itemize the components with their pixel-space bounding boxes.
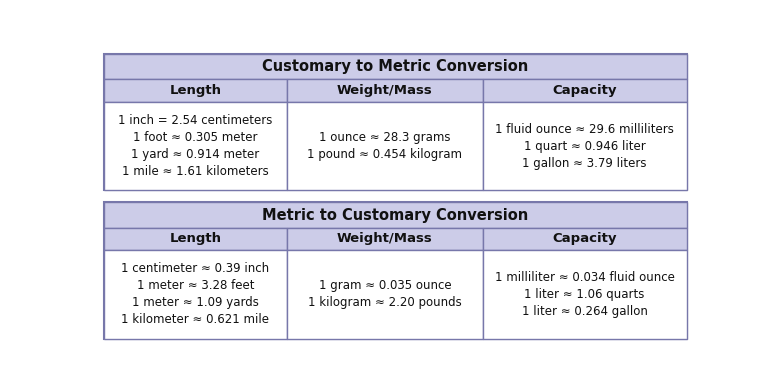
Text: Length: Length bbox=[170, 232, 221, 245]
Bar bbox=[483, 102, 687, 191]
Text: 1 fluid ounce ≈ 29.6 milliliters
1 quart ≈ 0.946 liter
1 gallon ≈ 3.79 liters: 1 fluid ounce ≈ 29.6 milliliters 1 quart… bbox=[495, 123, 674, 170]
Bar bbox=[103, 202, 687, 339]
Bar bbox=[288, 228, 483, 250]
Text: 1 centimeter ≈ 0.39 inch
1 meter ≈ 3.28 feet
1 meter ≈ 1.09 yards
1 kilometer ≈ : 1 centimeter ≈ 0.39 inch 1 meter ≈ 3.28 … bbox=[121, 263, 269, 326]
Text: Capacity: Capacity bbox=[553, 84, 617, 97]
Bar bbox=[103, 102, 288, 191]
Bar bbox=[103, 54, 687, 191]
Text: 1 gram ≈ 0.035 ounce
1 kilogram ≈ 2.20 pounds: 1 gram ≈ 0.035 ounce 1 kilogram ≈ 2.20 p… bbox=[308, 279, 462, 309]
Text: 1 ounce ≈ 28.3 grams
1 pound ≈ 0.454 kilogram: 1 ounce ≈ 28.3 grams 1 pound ≈ 0.454 kil… bbox=[308, 131, 463, 161]
Bar bbox=[103, 202, 687, 228]
Bar bbox=[483, 79, 687, 102]
Bar bbox=[288, 250, 483, 339]
Text: Weight/Mass: Weight/Mass bbox=[337, 84, 433, 97]
Bar bbox=[103, 228, 288, 250]
Bar bbox=[103, 54, 687, 79]
Bar bbox=[483, 228, 687, 250]
Text: Metric to Customary Conversion: Metric to Customary Conversion bbox=[262, 208, 528, 223]
Bar bbox=[483, 250, 687, 339]
Text: Weight/Mass: Weight/Mass bbox=[337, 232, 433, 245]
Bar bbox=[103, 79, 288, 102]
Bar bbox=[103, 250, 288, 339]
Text: Length: Length bbox=[170, 84, 221, 97]
Text: 1 inch = 2.54 centimeters
1 foot ≈ 0.305 meter
1 yard ≈ 0.914 meter
1 mile ≈ 1.6: 1 inch = 2.54 centimeters 1 foot ≈ 0.305… bbox=[118, 114, 273, 178]
Bar bbox=[288, 102, 483, 191]
Text: 1 milliliter ≈ 0.034 fluid ounce
1 liter ≈ 1.06 quarts
1 liter ≈ 0.264 gallon: 1 milliliter ≈ 0.034 fluid ounce 1 liter… bbox=[495, 271, 675, 318]
Bar bbox=[288, 79, 483, 102]
Text: Customary to Metric Conversion: Customary to Metric Conversion bbox=[262, 59, 528, 74]
Text: Capacity: Capacity bbox=[553, 232, 617, 245]
